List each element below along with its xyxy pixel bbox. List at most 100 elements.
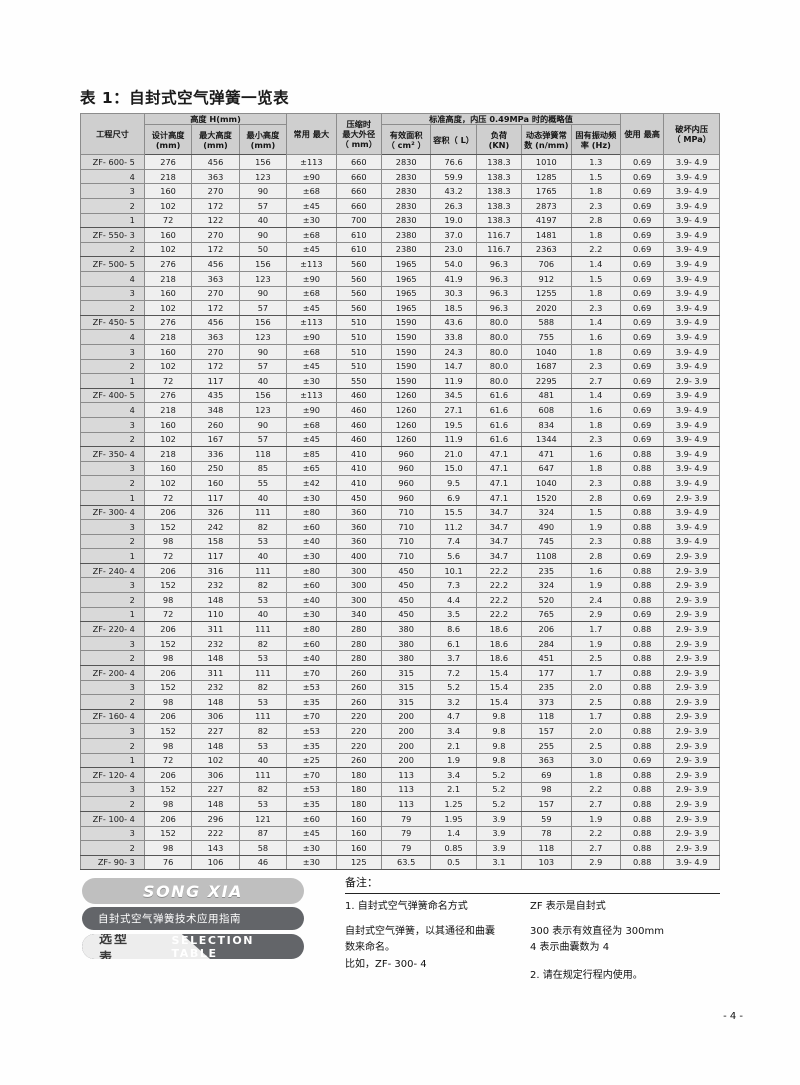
table-cell: 0.69: [620, 212, 665, 229]
brand-logo-block: SONG XIA 自封式空气弹簧技术应用指南 选型表 SELECTION TAB…: [82, 878, 304, 959]
table-cell: 111: [238, 665, 288, 681]
table-cell: 260: [335, 752, 382, 769]
table-row: 2 98 148 53 ±40 300 450 4.4 22.2 520 2.4 0.88 2.9- 3…: [80, 592, 720, 608]
table-cell: 1.5: [570, 168, 622, 185]
table-cell: 72: [143, 373, 193, 389]
table-cell: 1260: [380, 402, 432, 418]
table-cell: 160: [143, 460, 193, 477]
table-cell: 148: [191, 592, 240, 608]
cell-engineering-size: 3: [80, 519, 145, 535]
cell-engineering-size: 3: [80, 577, 145, 594]
table-cell: 2830: [380, 183, 432, 200]
table-cell: 90: [238, 285, 288, 302]
cell-engineering-size: 2: [80, 650, 145, 667]
table-cell: ±30: [286, 840, 337, 856]
table-cell: 152: [143, 679, 193, 696]
table-cell: 40: [238, 606, 288, 623]
table-row: 2 98 148 53 ±35 220 200 2.1 9.8 255 2.5 0.88 2.9- 3.…: [80, 738, 720, 754]
table-cell: 960: [380, 489, 432, 506]
table-cell: 2.9- 3.9: [663, 723, 720, 739]
table-cell: 76.6: [430, 154, 477, 170]
table-cell: 7.2: [430, 665, 477, 681]
table-cell: 156: [238, 314, 288, 331]
cell-engineering-size: ZF- 400- 5: [80, 387, 145, 404]
table-cell: 117: [191, 489, 240, 506]
th-compress-max-od: 压缩时 最大外径 （ mm）: [335, 112, 382, 156]
table-cell: 3.9- 4.9: [663, 431, 720, 448]
table-cell: 3.9- 4.9: [663, 256, 720, 272]
table-cell: 647: [521, 460, 572, 477]
table-cell: 148: [191, 694, 240, 710]
th-effective-area: 有效面积 （ cm² ）: [380, 124, 432, 156]
cell-engineering-size: 2: [80, 300, 145, 316]
table-cell: 160: [143, 416, 193, 433]
table-row: 3 152 227 82 ±53 180 113 2.1 5.2 98 2.2 0.88 2.9- 3.…: [80, 781, 720, 798]
table-cell: 5.2: [475, 767, 523, 783]
table-cell: 220: [335, 738, 382, 754]
table-cell: 1.6: [570, 446, 622, 462]
table-body: ZF- 600- 5 276 456 156 ±113 660 2830 76.6 138.3 1…: [80, 154, 720, 871]
table-cell: 450: [380, 562, 432, 579]
cell-engineering-size: 2: [80, 475, 145, 491]
table-cell: 102: [143, 475, 193, 491]
table-cell: 410: [335, 460, 382, 477]
table-cell: 9.8: [475, 723, 523, 739]
table-cell: 1590: [380, 358, 432, 375]
table-row: 1 72 102 40 ±25 260 200 1.9 9.8 363 3.0 0.69 2.9- 3.…: [80, 752, 720, 769]
table-cell: 363: [521, 752, 572, 769]
cell-engineering-size: ZF- 200- 4: [80, 665, 145, 681]
cell-engineering-size: 2: [80, 592, 145, 608]
table-cell: 160: [335, 840, 382, 856]
brand-name: SONG XIA: [143, 881, 243, 901]
table-cell: 2020: [521, 300, 572, 316]
table-cell: 1590: [380, 343, 432, 360]
table-cell: 481: [521, 387, 572, 404]
note-line: ZF 表示是自封式: [530, 901, 606, 912]
table-cell: 72: [143, 606, 193, 623]
table-cell: 40: [238, 212, 288, 229]
table-cell: 3.9: [475, 810, 523, 827]
cell-engineering-size: 4: [80, 271, 145, 287]
table-cell: 53: [238, 738, 288, 754]
table-cell: 172: [191, 300, 240, 316]
table-cell: 0.69: [620, 402, 665, 418]
table-row: ZF- 450- 5 276 456 156 ±113 510 1590 43.6 80.0 58…: [80, 314, 720, 331]
table-cell: 34.7: [475, 504, 523, 521]
table-cell: 2830: [380, 212, 432, 229]
table-cell: 6.1: [430, 635, 477, 652]
table-cell: 324: [521, 504, 572, 521]
table-cell: 47.1: [475, 475, 523, 491]
table-cell: 0.88: [620, 767, 665, 783]
table-row: 2 98 158 53 ±40 360 710 7.4 34.7 745 2.3 0.88 3.9- 4…: [80, 533, 720, 550]
table-cell: 1.8: [570, 416, 622, 433]
table-cell: ±68: [286, 416, 337, 433]
table-cell: 0.69: [620, 198, 665, 214]
table-cell: 0.88: [620, 854, 665, 871]
table-cell: 110: [191, 606, 240, 623]
table-cell: 47.1: [475, 460, 523, 477]
table-cell: 2.2: [570, 825, 622, 842]
cell-engineering-size: 1: [80, 373, 145, 389]
notes-divider: [345, 893, 720, 894]
table-cell: 260: [191, 416, 240, 433]
note-line: 4 表示曲囊数为 4: [530, 942, 610, 954]
note-line: 300 表示有效直径为 300mm: [530, 926, 665, 938]
table-cell: 4.7: [430, 708, 477, 725]
cell-engineering-size: ZF- 100- 4: [80, 810, 145, 827]
table-cell: 363: [191, 329, 240, 345]
table-cell: 82: [238, 723, 288, 739]
table-cell: 80.0: [475, 373, 523, 389]
table-cell: 300: [335, 592, 382, 608]
table-cell: 54.0: [430, 256, 477, 272]
table-cell: 270: [191, 343, 240, 360]
table-cell: ±45: [286, 825, 337, 842]
table-cell: 157: [521, 796, 572, 812]
table-cell: 61.6: [475, 402, 523, 418]
table-row: 1 72 117 40 ±30 450 960 6.9 47.1 1520 2.8 0.69 2.9- …: [80, 489, 720, 506]
table-cell: 0.69: [620, 256, 665, 272]
table-row: 1 72 122 40 ±30 700 2830 19.0 138.3 4197 2.8 0.69 3.…: [80, 212, 720, 229]
table-cell: 0.69: [620, 752, 665, 769]
table-row: 2 98 148 53 ±40 280 380 3.7 18.6 451 2.5 0.88 2.9- 3…: [80, 650, 720, 667]
table-cell: 2.4: [570, 592, 622, 608]
table-cell: ±30: [286, 548, 337, 564]
